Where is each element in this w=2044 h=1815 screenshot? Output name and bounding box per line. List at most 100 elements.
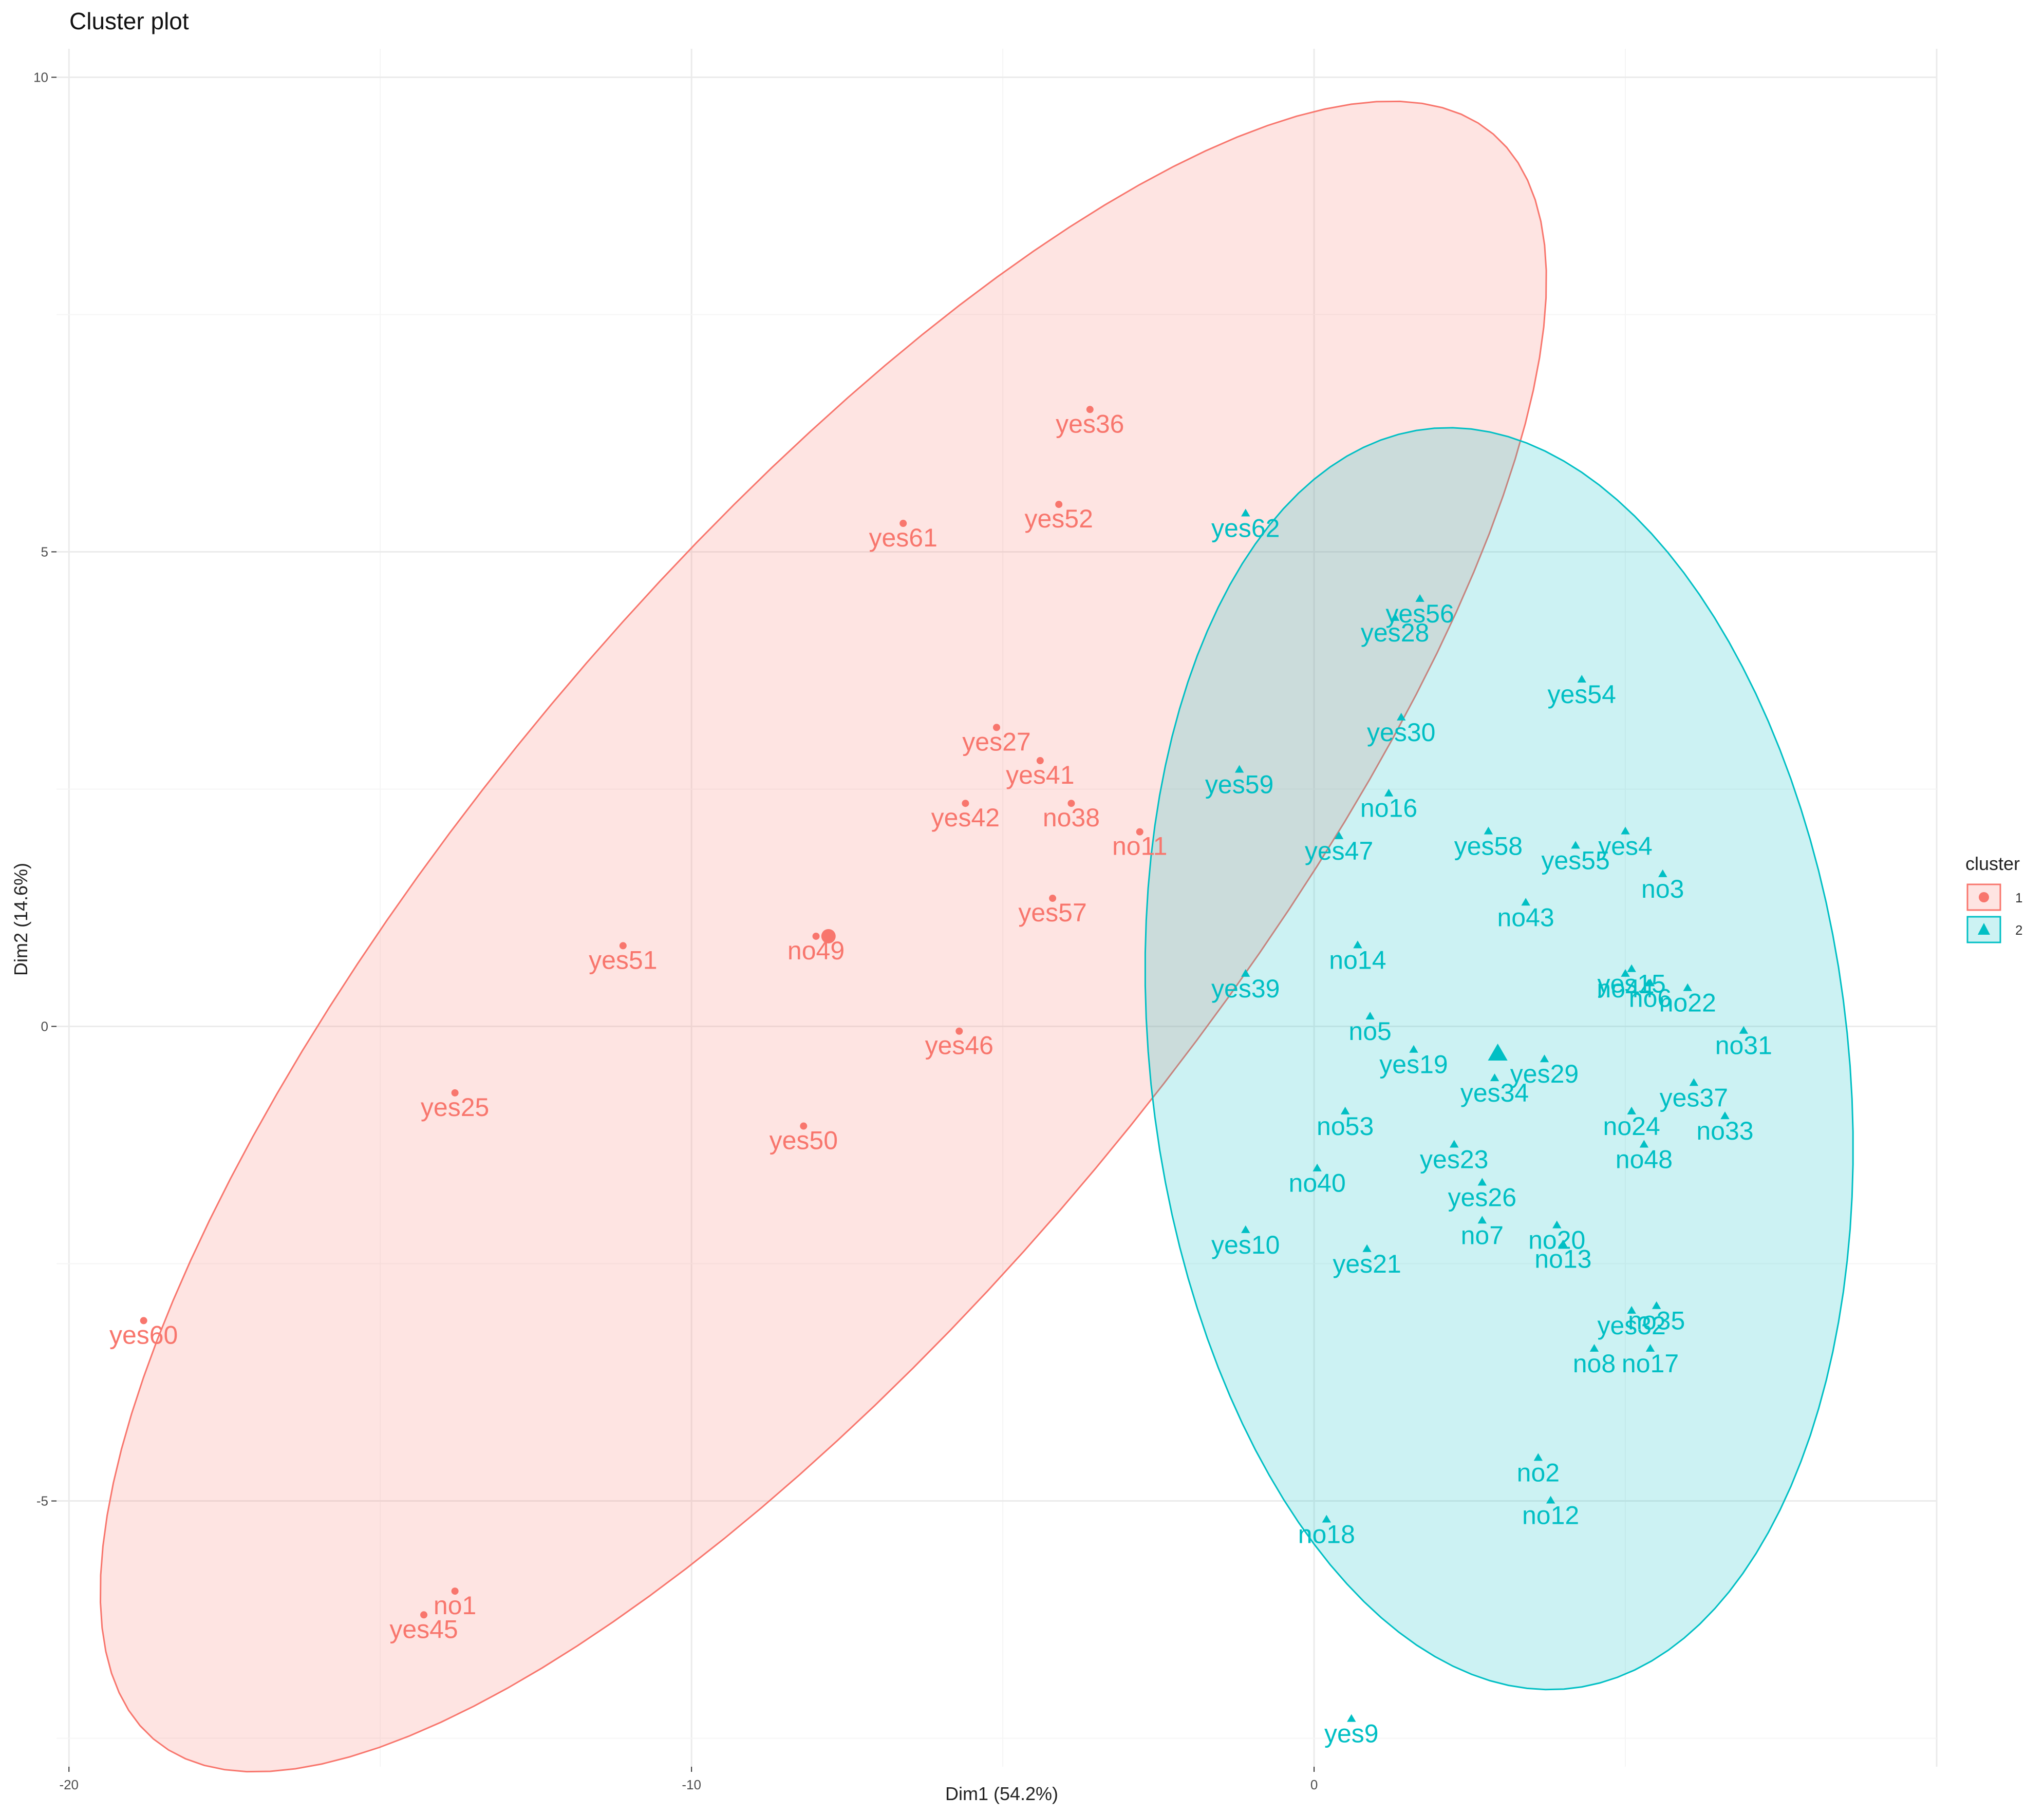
point-no5: [1365, 1012, 1375, 1020]
x-axis-title: Dim1 (54.2%): [945, 1783, 1058, 1804]
point-no1: [451, 1587, 459, 1595]
point-no18: [1322, 1515, 1332, 1523]
y-axis-title: Dim2 (14.6%): [10, 863, 31, 976]
point-label-no17: no17: [1622, 1349, 1679, 1378]
point-label-yes51: yes51: [589, 946, 657, 974]
point-no16: [1384, 788, 1394, 797]
point-label-no24: no24: [1603, 1112, 1660, 1141]
point-label-yes28: yes28: [1361, 618, 1429, 647]
point-no3: [1658, 869, 1667, 877]
axis-ticks: -20 -10 0 -5 0 5 10: [33, 69, 1318, 1792]
point-label-yes56: yes56: [1385, 599, 1454, 628]
point-label-no8: no8: [1573, 1349, 1616, 1378]
point-label-no11: no11: [1112, 832, 1168, 861]
point-no43: [1521, 898, 1530, 906]
point-label-no2: no2: [1517, 1458, 1560, 1487]
point-yes36: [1086, 406, 1094, 413]
legend-key-1-marker: [1979, 892, 1989, 902]
legend-label-2: 2: [2015, 922, 2022, 938]
point-label-yes45: yes45: [389, 1615, 458, 1643]
point-label-no12: no12: [1522, 1501, 1579, 1530]
point-no33: [1720, 1111, 1730, 1120]
point-yes47: [1334, 831, 1344, 839]
point-label-no7: no7: [1461, 1221, 1504, 1250]
point-yes23: [1450, 1140, 1459, 1148]
legend-title: cluster: [1965, 853, 2020, 874]
point-yes46: [955, 1027, 963, 1035]
x-tick-label: -20: [59, 1777, 79, 1792]
point-yes55: [1571, 841, 1580, 849]
point-yes45: [420, 1611, 428, 1619]
point-label-no40: no40: [1289, 1169, 1346, 1198]
point-yes10: [1241, 1225, 1250, 1233]
point-no20: [1552, 1220, 1562, 1228]
point-no31: [1739, 1026, 1749, 1034]
point-label-yes19: yes19: [1379, 1050, 1448, 1079]
point-no38: [1067, 800, 1075, 807]
point-label-yes54: yes54: [1547, 680, 1616, 709]
point-no11: [1136, 828, 1143, 836]
point-label-no13: no13: [1534, 1245, 1591, 1274]
grid: [57, 49, 1938, 1767]
point-label-no20: no20: [1528, 1226, 1585, 1255]
point-no35: [1652, 1301, 1661, 1309]
point-no24: [1627, 1106, 1636, 1114]
point-yes27: [993, 724, 1000, 731]
point-no7: [1477, 1216, 1487, 1224]
point-label-yes25: yes25: [421, 1093, 489, 1122]
point-no13: [1559, 1239, 1568, 1247]
point-yes57: [1049, 895, 1057, 902]
chart-title: Cluster plot: [69, 8, 189, 34]
point-label-no53: no53: [1317, 1112, 1374, 1141]
point-no8: [1589, 1344, 1599, 1352]
point-label-no35: no35: [1628, 1307, 1685, 1335]
point-label-yes57: yes57: [1018, 898, 1086, 927]
y-tick-label: 10: [33, 69, 48, 85]
point-label-yes32: yes32: [1597, 1311, 1665, 1340]
point-label-yes15: yes15: [1597, 970, 1665, 998]
point-yes41: [1036, 757, 1044, 765]
point-label-yes27: yes27: [962, 727, 1030, 756]
point-yes21: [1362, 1244, 1372, 1252]
point-labels: yes36 yes52 yes61 yes27 yes41 no38 yes42 no11 ye…: [109, 409, 1772, 1748]
point-yes60: [140, 1317, 147, 1325]
point-label-no5: no5: [1348, 1017, 1391, 1046]
point-yes15: [1627, 964, 1636, 972]
point-yes61: [899, 520, 907, 527]
point-label-yes58: yes58: [1454, 832, 1523, 861]
point-yes25: [451, 1089, 459, 1096]
point-label-yes39: yes39: [1211, 974, 1280, 1003]
point-label-no6: no6: [1629, 984, 1672, 1012]
point-yes29: [1540, 1054, 1549, 1063]
legend-key-2-marker: [1978, 923, 1990, 935]
point-yes42: [962, 800, 969, 807]
data-points: [140, 406, 1749, 1722]
point-label-no16: no16: [1360, 794, 1417, 823]
point-yes19: [1409, 1045, 1418, 1053]
point-yes59: [1234, 765, 1244, 773]
x-tick-label: -10: [682, 1777, 701, 1792]
point-label-no44: no44: [1597, 974, 1654, 1003]
point-no40: [1312, 1163, 1322, 1171]
point-no53: [1340, 1106, 1350, 1114]
point-yes28: [1390, 613, 1400, 621]
point-no44: [1621, 969, 1630, 977]
point-yes62: [1241, 508, 1250, 517]
point-label-yes10: yes10: [1211, 1231, 1280, 1259]
y-tick-label: 0: [41, 1019, 48, 1034]
legend: cluster 1 2: [1965, 853, 2022, 943]
point-label-no43: no43: [1497, 903, 1554, 932]
point-label-no18: no18: [1298, 1520, 1355, 1549]
x-tick-label: 0: [1310, 1777, 1318, 1792]
point-label-yes42: yes42: [931, 803, 1000, 832]
point-no17: [1645, 1344, 1655, 1352]
point-label-yes4: yes4: [1598, 832, 1653, 861]
point-label-yes41: yes41: [1006, 761, 1074, 789]
point-label-yes23: yes23: [1420, 1145, 1488, 1174]
point-label-yes9: yes9: [1324, 1719, 1379, 1748]
point-no48: [1639, 1140, 1649, 1148]
point-label-yes46: yes46: [925, 1031, 993, 1060]
point-label-yes34: yes34: [1460, 1079, 1529, 1107]
